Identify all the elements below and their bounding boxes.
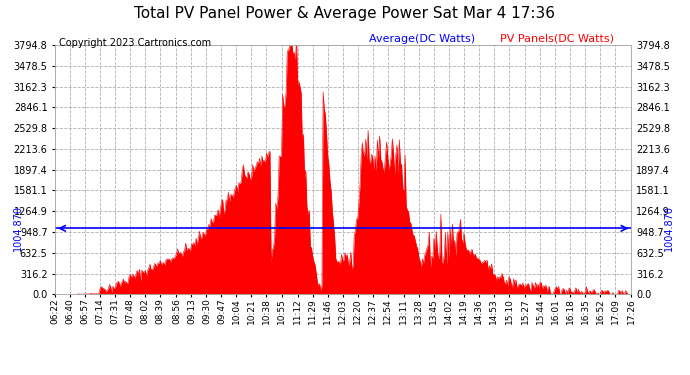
Text: Copyright 2023 Cartronics.com: Copyright 2023 Cartronics.com: [59, 38, 210, 48]
Text: PV Panels(DC Watts): PV Panels(DC Watts): [500, 34, 614, 44]
Text: 1004.870: 1004.870: [12, 206, 23, 251]
Text: Total PV Panel Power & Average Power Sat Mar 4 17:36: Total PV Panel Power & Average Power Sat…: [135, 6, 555, 21]
Text: 1004.870: 1004.870: [664, 206, 674, 251]
Text: Average(DC Watts): Average(DC Watts): [369, 34, 475, 44]
